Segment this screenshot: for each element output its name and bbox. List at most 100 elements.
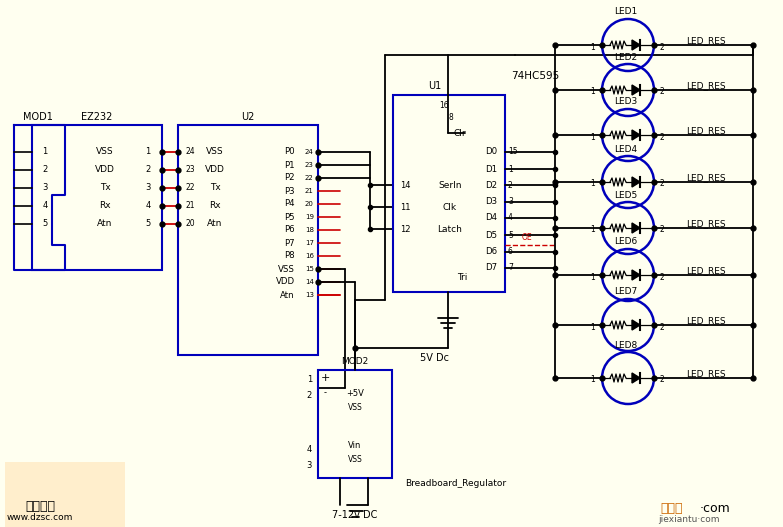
Text: 2: 2 [659,323,664,331]
Text: Vin: Vin [348,441,362,450]
Text: 2: 2 [659,180,664,189]
Text: 接线图: 接线图 [660,502,683,514]
Text: 23: 23 [185,165,195,174]
Text: 2: 2 [508,181,513,190]
Text: VSS: VSS [348,455,363,464]
Text: 1: 1 [590,132,595,142]
Text: LED8: LED8 [614,340,637,349]
Polygon shape [632,177,640,187]
Text: Clk: Clk [443,202,457,211]
Bar [318,370,392,478]
Polygon shape [632,130,640,140]
Text: LED7: LED7 [614,288,637,297]
Text: 20: 20 [305,201,314,207]
Text: 1: 1 [42,148,48,157]
Text: 2: 2 [146,165,150,174]
Text: 1: 1 [590,323,595,331]
Text: 2: 2 [659,43,664,52]
Text: D3: D3 [485,198,497,207]
Text: 24: 24 [305,149,314,155]
Text: 21: 21 [185,201,194,210]
Text: LED3: LED3 [614,97,637,106]
Text: Atn: Atn [280,290,295,299]
Text: 21: 21 [305,188,314,194]
Text: 16: 16 [305,253,314,259]
Text: D6: D6 [485,248,497,257]
Text: 22: 22 [305,175,314,181]
Text: VSS: VSS [96,148,114,157]
Text: VSS: VSS [206,148,224,157]
Text: 14: 14 [400,181,410,190]
Text: 1: 1 [590,226,595,235]
Text: P6: P6 [284,226,295,235]
Text: 6: 6 [508,248,513,257]
Text: 2: 2 [659,87,664,96]
Text: VDD: VDD [205,165,225,174]
Text: 16: 16 [439,101,449,110]
Text: P7: P7 [284,239,295,248]
Text: 5: 5 [146,220,150,229]
Text: LED5: LED5 [614,190,637,200]
Text: P2: P2 [284,173,295,182]
Text: LED_RES: LED_RES [686,317,726,326]
Text: 22: 22 [185,183,194,192]
Text: 1: 1 [307,376,312,385]
Text: 4: 4 [508,213,513,222]
Text: LED1: LED1 [614,7,637,16]
Text: 1: 1 [508,164,513,173]
Text: VSS: VSS [278,265,295,274]
Text: 74HC595: 74HC595 [511,71,559,81]
Text: 5: 5 [508,230,513,239]
Text: 2: 2 [659,376,664,385]
Text: 23: 23 [305,162,314,168]
Text: MOD1: MOD1 [23,112,53,122]
Text: LED2: LED2 [614,53,637,62]
Text: 维库一下: 维库一下 [25,501,55,513]
Text: LED_RES: LED_RES [686,82,726,91]
Text: 5V Dc: 5V Dc [420,353,449,363]
Text: 3: 3 [42,183,48,192]
Text: 12: 12 [400,225,410,233]
Bar [178,125,318,355]
Text: 5: 5 [42,220,48,229]
Text: SerIn: SerIn [438,181,462,190]
Text: U2: U2 [241,112,254,122]
Text: 2: 2 [659,272,664,281]
Text: Clr: Clr [453,129,467,138]
Text: Latch: Latch [438,225,463,233]
Polygon shape [632,223,640,233]
Text: +5V: +5V [346,388,364,397]
Text: MOD2: MOD2 [341,357,369,366]
Text: 2: 2 [659,132,664,142]
Bar [32,125,162,270]
Text: 24: 24 [185,148,195,157]
Text: 1: 1 [590,87,595,96]
Text: 15: 15 [305,266,314,272]
Text: U1: U1 [428,81,442,91]
Text: 3: 3 [146,183,150,192]
Text: Breadboard_Regulator: Breadboard_Regulator [405,479,506,487]
Text: ·com: ·com [700,502,731,514]
Text: 7: 7 [508,264,513,272]
Text: 13: 13 [305,292,314,298]
Text: P1: P1 [284,161,295,170]
Text: jiexiantu·com: jiexiantu·com [658,514,720,523]
Text: -: - [323,388,327,397]
Text: 20: 20 [185,220,195,229]
Text: 2: 2 [42,165,48,174]
Text: P5: P5 [284,212,295,221]
Text: 17: 17 [305,240,314,246]
Polygon shape [632,85,640,95]
Text: Atn: Atn [207,220,222,229]
Text: 15: 15 [508,148,518,157]
Text: 1: 1 [146,148,150,157]
Text: 4: 4 [42,201,48,210]
Polygon shape [632,270,640,280]
Text: LED_RES: LED_RES [686,173,726,182]
Bar [5,462,125,527]
Text: 8: 8 [449,113,453,122]
Text: D7: D7 [485,264,497,272]
Text: 4: 4 [146,201,150,210]
Text: 7-12v DC: 7-12v DC [332,510,377,520]
Text: D2: D2 [485,181,497,190]
